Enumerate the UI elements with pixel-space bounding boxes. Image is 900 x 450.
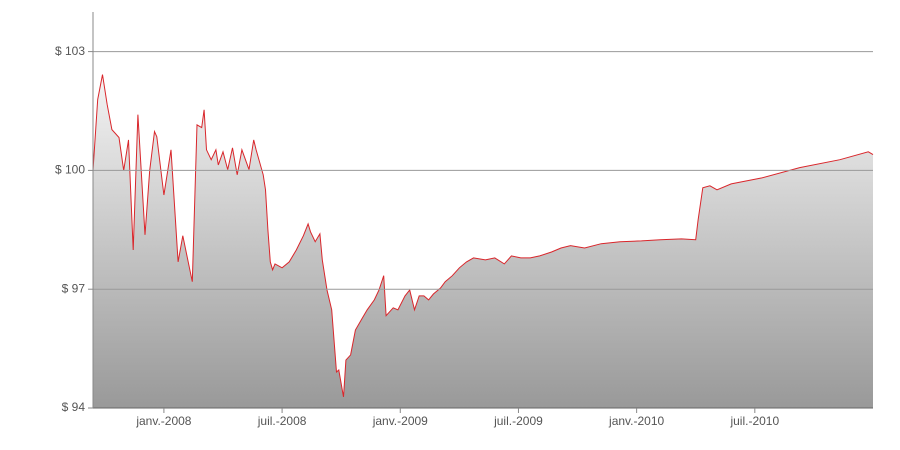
- y-tick-label: $ 94: [62, 400, 86, 414]
- x-tick-label: janv.-2009: [372, 414, 428, 428]
- x-tick-label: juil.-2010: [729, 414, 779, 428]
- x-tick-label: janv.-2010: [608, 414, 664, 428]
- y-tick-label: $ 97: [62, 281, 86, 295]
- area: [93, 74, 873, 408]
- line: [92, 74, 874, 397]
- x-tick-label: janv.-2008: [135, 414, 191, 428]
- y-tick-label: $ 103: [55, 44, 85, 58]
- x-tick-label: juil.-2008: [257, 414, 307, 428]
- y-tick-label: $ 100: [55, 163, 85, 177]
- x-tick-label: juil.-2009: [493, 414, 543, 428]
